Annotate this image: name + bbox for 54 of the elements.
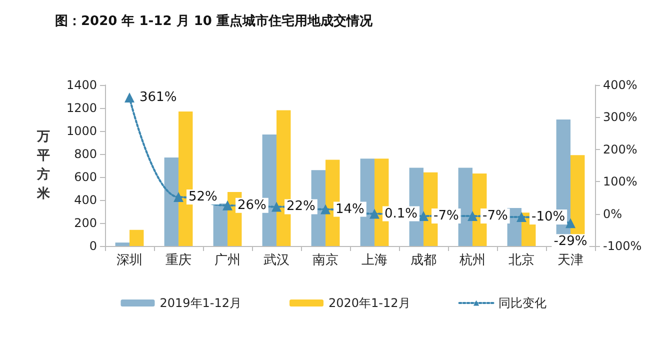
y-tick-label: 400 (74, 193, 97, 207)
point (174, 192, 184, 202)
y2-tick-label: 0% (603, 206, 622, 221)
x-tick-label: 北京 (508, 253, 534, 268)
point (468, 211, 478, 222)
y2-tick-label: 200% (603, 142, 638, 156)
point (272, 202, 282, 212)
data-label: -7% (482, 208, 508, 224)
point (418, 211, 428, 222)
data-label: -29% (554, 234, 588, 250)
legend-label: 同比变化 (498, 296, 546, 310)
point (320, 204, 330, 214)
legend-label: 2020年1-12月 (328, 296, 410, 310)
y-tick-label: 1000 (66, 124, 97, 138)
x-tick-label: 天津 (558, 253, 584, 268)
chart-title: 图：2020 年 1-12 月 10 重点城市住宅用地成交情况 (55, 13, 374, 29)
data-label: -7% (434, 208, 459, 224)
point (124, 92, 134, 103)
y2-tick-label: -100% (603, 239, 642, 253)
data-label: 361% (140, 90, 177, 106)
x-tick-label: 成都 (410, 253, 436, 268)
x-tick-label: 上海 (362, 253, 388, 268)
x-tick-label: 杭州 (458, 253, 486, 268)
bar (164, 157, 178, 246)
y2-tick-label: 300% (603, 110, 638, 124)
y-axis-title: 万平方米 (36, 130, 51, 202)
data-label: 52% (188, 190, 218, 205)
y2-tick-label: 100% (603, 174, 638, 189)
legend-label: 2019年1-12月 (160, 296, 242, 310)
bar (213, 203, 228, 246)
data-label: 22% (286, 199, 316, 214)
y-tick-label: 1200 (66, 101, 97, 115)
bar (115, 242, 130, 246)
bar (130, 230, 144, 246)
y2-tick-label: 400% (603, 78, 638, 92)
data-label: 26% (238, 198, 266, 213)
y-tick-label: 0 (89, 239, 97, 253)
y-tick-label: 600 (74, 170, 97, 184)
point (516, 212, 526, 222)
data-label: 0.1% (384, 206, 418, 222)
y-tick-label: 1400 (66, 78, 97, 92)
x-tick-label: 广州 (214, 253, 240, 268)
y-tick-label: 200 (74, 216, 97, 230)
x-tick-label: 深圳 (116, 253, 142, 268)
y-tick-label: 800 (74, 147, 97, 161)
bar (458, 168, 472, 246)
x-tick-label: 武汉 (264, 253, 290, 268)
data-label: -10% (532, 210, 566, 225)
point (222, 200, 232, 210)
x-tick-label: 重庆 (166, 253, 192, 268)
data-label: 14% (336, 202, 364, 217)
x-tick-label: 南京 (312, 253, 338, 268)
point (370, 208, 380, 219)
point (566, 218, 576, 228)
